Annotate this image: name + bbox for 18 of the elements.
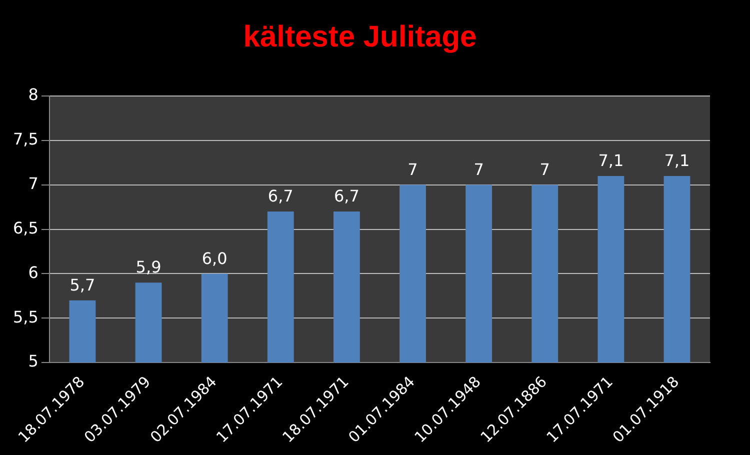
- data-label: 6,7: [334, 186, 360, 206]
- y-tick-label: 5,5: [12, 307, 38, 326]
- data-label: 7,1: [664, 151, 690, 170]
- y-tick-label: 7,5: [12, 130, 38, 149]
- data-label: 6,0: [202, 248, 228, 268]
- y-tick-label: 5: [28, 352, 38, 371]
- data-label: 7: [474, 160, 484, 180]
- y-tick-label: 6,5: [12, 218, 38, 238]
- data-label: 7,1: [598, 151, 624, 170]
- data-label: 7: [408, 160, 418, 180]
- data-label: 5,9: [136, 258, 162, 277]
- y-tick-label: 8: [28, 85, 38, 104]
- y-tick-label: 7: [28, 174, 38, 194]
- data-label: 7: [540, 160, 550, 180]
- data-label: 6,7: [268, 186, 294, 206]
- data-label: 5,7: [70, 276, 96, 295]
- chart-title: kälteste Julitage: [243, 20, 477, 54]
- y-tick-label: 6: [28, 262, 38, 282]
